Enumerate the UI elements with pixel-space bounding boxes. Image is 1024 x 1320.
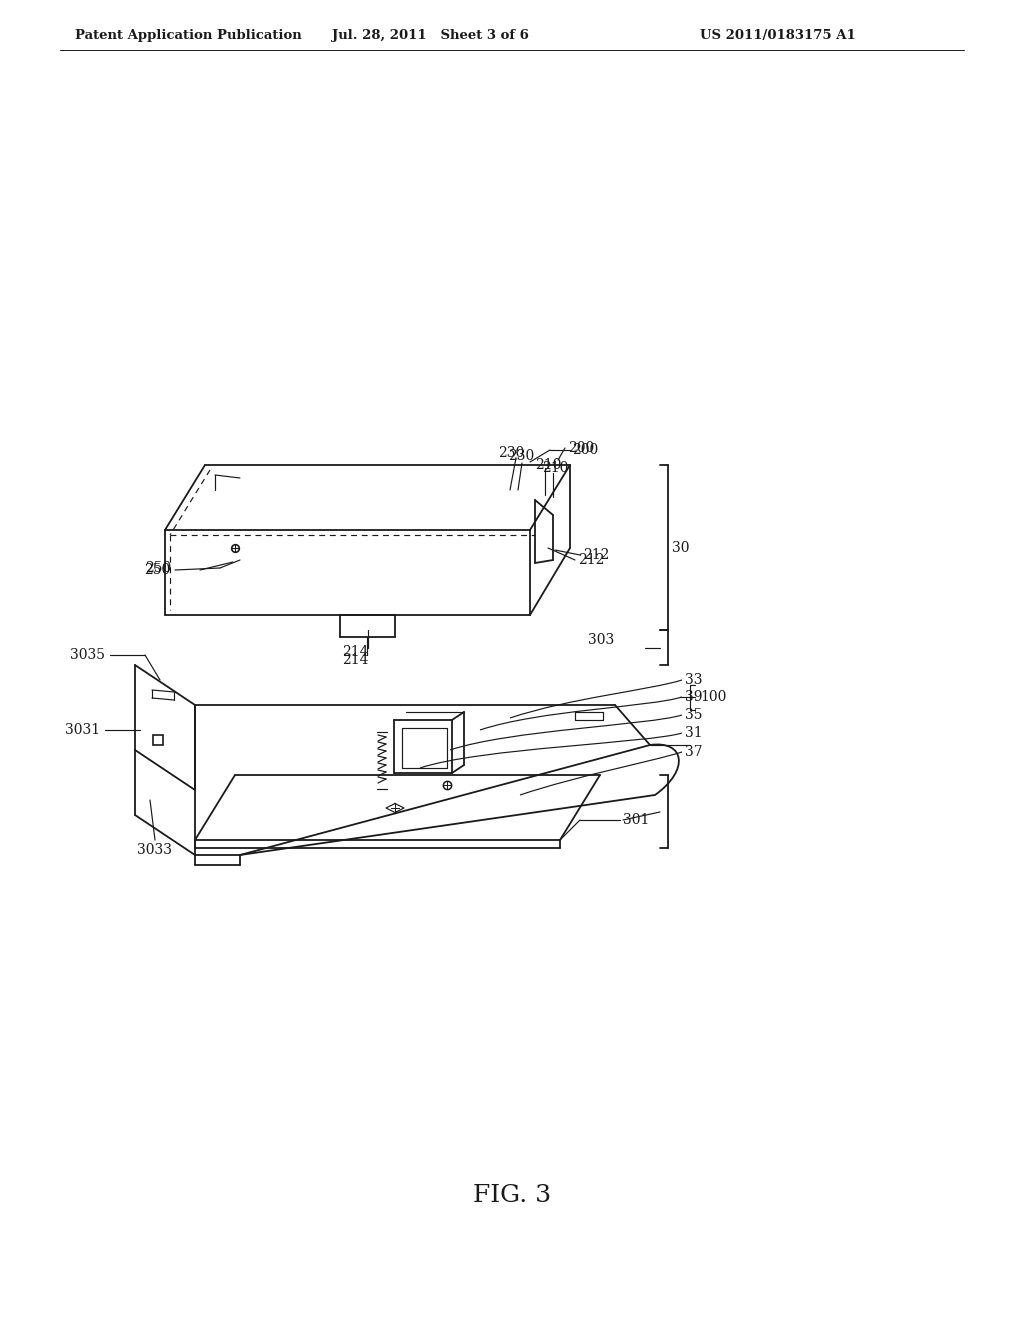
Text: 3033: 3033 <box>137 843 172 857</box>
Text: 3031: 3031 <box>65 723 100 737</box>
Text: 301: 301 <box>623 813 649 828</box>
Text: 230: 230 <box>508 449 535 463</box>
Text: 35: 35 <box>685 708 702 722</box>
Text: 31: 31 <box>685 726 702 741</box>
Text: 33: 33 <box>685 673 702 686</box>
Text: 37: 37 <box>685 744 702 759</box>
Text: US 2011/0183175 A1: US 2011/0183175 A1 <box>700 29 856 41</box>
Text: 214: 214 <box>342 645 369 659</box>
Text: 3035: 3035 <box>70 648 105 663</box>
Text: 230: 230 <box>498 446 524 459</box>
Text: 212: 212 <box>583 548 609 562</box>
Text: 200: 200 <box>568 441 594 455</box>
Text: FIG. 3: FIG. 3 <box>473 1184 551 1206</box>
Text: Patent Application Publication: Patent Application Publication <box>75 29 302 41</box>
Text: 200: 200 <box>572 444 598 457</box>
Text: 100: 100 <box>700 690 726 704</box>
Text: 250: 250 <box>143 564 170 577</box>
Text: 210: 210 <box>542 461 568 475</box>
Text: 303: 303 <box>588 634 614 647</box>
Text: 212: 212 <box>578 553 604 568</box>
Text: 210: 210 <box>535 458 561 473</box>
Text: Jul. 28, 2011   Sheet 3 of 6: Jul. 28, 2011 Sheet 3 of 6 <box>332 29 528 41</box>
Text: 214: 214 <box>342 653 369 667</box>
Text: 39: 39 <box>685 690 702 704</box>
Text: 250: 250 <box>145 561 171 576</box>
Text: 30: 30 <box>672 541 689 554</box>
